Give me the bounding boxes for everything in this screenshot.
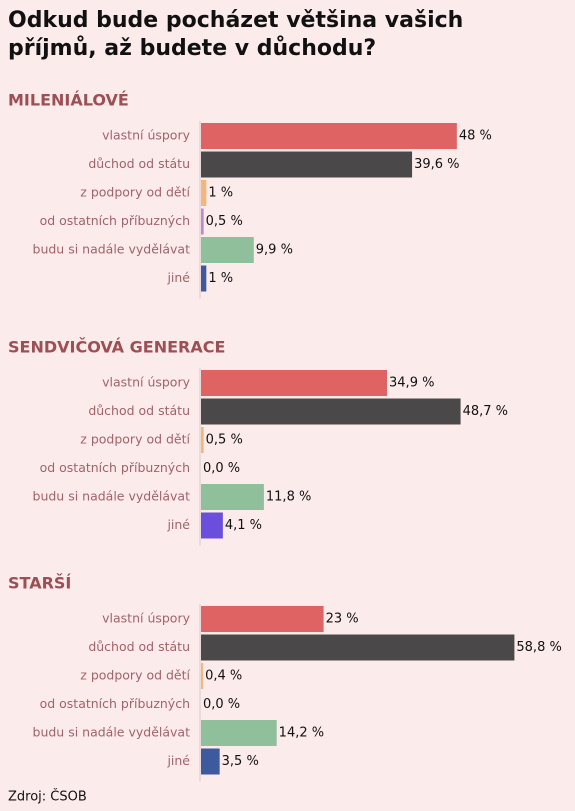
bar (201, 748, 220, 775)
bar (201, 663, 204, 689)
bar (201, 237, 254, 263)
category-label: z podpory od dětí (80, 432, 190, 447)
category-label: jiné (166, 270, 190, 285)
title-line: Odkud bude pocházet většina vašich (8, 8, 463, 33)
bar (201, 180, 207, 206)
value-label: 0,5 % (206, 214, 243, 229)
category-label: od ostatních příbuzných (40, 213, 190, 228)
category-label: budu si nadále vydělávat (33, 489, 191, 504)
category-label: jiné (166, 517, 190, 532)
bar (201, 427, 204, 453)
title-line: příjmů, až budete v důchodu? (8, 36, 376, 61)
value-label: 48,7 % (463, 404, 508, 419)
category-label: vlastní úspory (102, 375, 190, 390)
category-label: z podpory od dětí (80, 668, 190, 683)
value-label: 3,5 % (222, 754, 259, 769)
value-label: 0,0 % (203, 461, 240, 476)
category-label: od ostatních příbuzných (40, 460, 190, 475)
bar (201, 720, 277, 746)
value-label: 58,8 % (516, 640, 561, 655)
section-title: STARŠÍ (8, 574, 71, 593)
value-label: 0,5 % (206, 433, 243, 448)
category-label: budu si nadále vydělávat (33, 725, 191, 740)
category-label: jiné (166, 753, 190, 768)
category-label: důchod od státu (88, 156, 190, 171)
category-label: důchod od státu (88, 403, 190, 418)
value-label: 48 % (459, 129, 492, 144)
source: Zdroj: ČSOB (8, 789, 87, 805)
bar (201, 634, 515, 661)
bar (201, 484, 264, 510)
value-label: 23 % (326, 612, 359, 627)
category-label: vlastní úspory (102, 611, 190, 626)
value-label: 9,9 % (256, 243, 293, 258)
section-title: SENDVIČOVÁ GENERACE (8, 338, 225, 357)
category-label: od ostatních příbuzných (40, 696, 190, 711)
category-label: budu si nadále vydělávat (33, 242, 191, 257)
bar (201, 265, 207, 292)
value-label: 0,4 % (205, 669, 242, 684)
bar (201, 398, 461, 425)
value-label: 1 % (208, 186, 233, 201)
bar (201, 512, 223, 539)
category-label: důchod od státu (88, 639, 190, 654)
value-label: 4,1 % (225, 518, 262, 533)
value-label: 34,9 % (389, 376, 434, 391)
value-label: 1 % (208, 271, 233, 286)
bar (201, 606, 324, 632)
bar (201, 370, 388, 396)
value-label: 14,2 % (279, 726, 324, 741)
category-label: vlastní úspory (102, 128, 190, 143)
bar (201, 208, 204, 235)
bar (201, 123, 457, 149)
value-label: 11,8 % (266, 490, 311, 505)
bar (201, 151, 413, 178)
value-label: 0,0 % (203, 697, 240, 712)
category-label: z podpory od dětí (80, 185, 190, 200)
value-label: 39,6 % (414, 157, 459, 172)
section-title: MILENIÁLOVÉ (8, 91, 129, 110)
